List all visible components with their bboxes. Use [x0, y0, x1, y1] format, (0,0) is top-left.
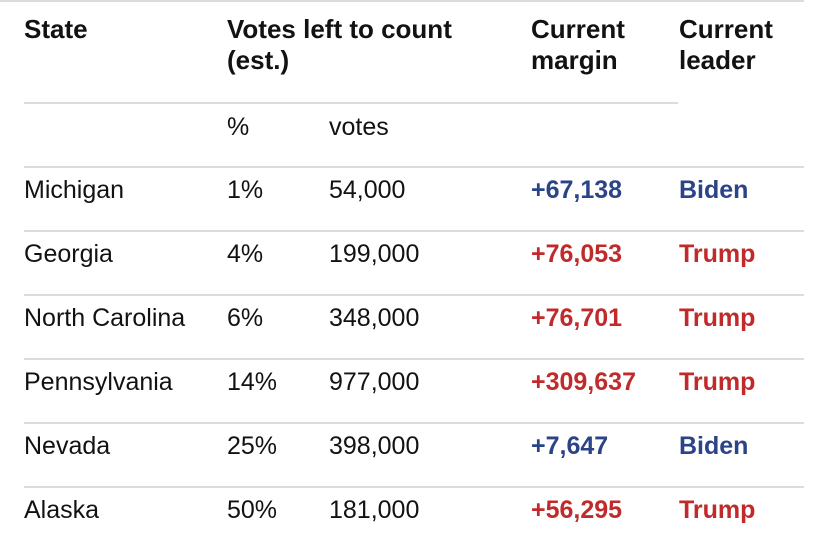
cell-pct: 50% [227, 496, 278, 524]
cell-leader: Trump [679, 368, 756, 396]
row-divider [24, 294, 804, 296]
row-divider [24, 422, 804, 424]
header-margin-line2: margin [531, 45, 618, 75]
cell-pct: 6% [227, 304, 264, 332]
row-divider [24, 358, 804, 360]
cell-state: Michigan [24, 176, 125, 204]
cell-state: Nevada [24, 432, 111, 460]
cell-margin: +309,637 [531, 368, 636, 396]
cell-margin: +7,647 [531, 432, 609, 460]
cell-margin: +67,138 [531, 176, 623, 204]
cell-state: Alaska [24, 496, 100, 524]
cell-pct: 25% [227, 432, 278, 460]
row-divider [24, 230, 804, 232]
cell-state: Georgia [24, 240, 113, 268]
cell-votes: 398,000 [329, 432, 420, 460]
header-margin-line1: Current [531, 14, 625, 44]
header-votes-left: Votes left to count [227, 14, 452, 44]
cell-state: Pennsylvania [24, 368, 173, 396]
subheader-divider [24, 166, 804, 168]
cell-leader: Trump [679, 240, 756, 268]
header-votes-left-sub: (est.) [227, 45, 290, 75]
cell-leader: Trump [679, 304, 756, 332]
header-divider [24, 102, 678, 104]
cell-pct: 14% [227, 368, 278, 396]
row-divider [24, 486, 804, 488]
header-leader-line1: Current [679, 14, 773, 44]
cell-votes: 977,000 [329, 368, 420, 396]
cell-margin: +76,701 [531, 304, 623, 332]
header-state: State [24, 14, 88, 44]
cell-state: North Carolina [24, 304, 186, 332]
header-leader-line2: leader [679, 45, 756, 75]
cell-margin: +76,053 [531, 240, 623, 268]
cell-leader: Trump [679, 496, 756, 524]
cell-leader: Biden [679, 176, 749, 204]
table-top-border [0, 0, 804, 2]
cell-pct: 4% [227, 240, 264, 268]
cell-leader: Biden [679, 432, 749, 460]
subheader-votes: votes [329, 113, 389, 141]
cell-pct: 1% [227, 176, 264, 204]
cell-votes: 54,000 [329, 176, 406, 204]
cell-votes: 181,000 [329, 496, 420, 524]
cell-votes: 348,000 [329, 304, 420, 332]
cell-votes: 199,000 [329, 240, 420, 268]
cell-margin: +56,295 [531, 496, 623, 524]
subheader-pct: % [227, 113, 250, 141]
